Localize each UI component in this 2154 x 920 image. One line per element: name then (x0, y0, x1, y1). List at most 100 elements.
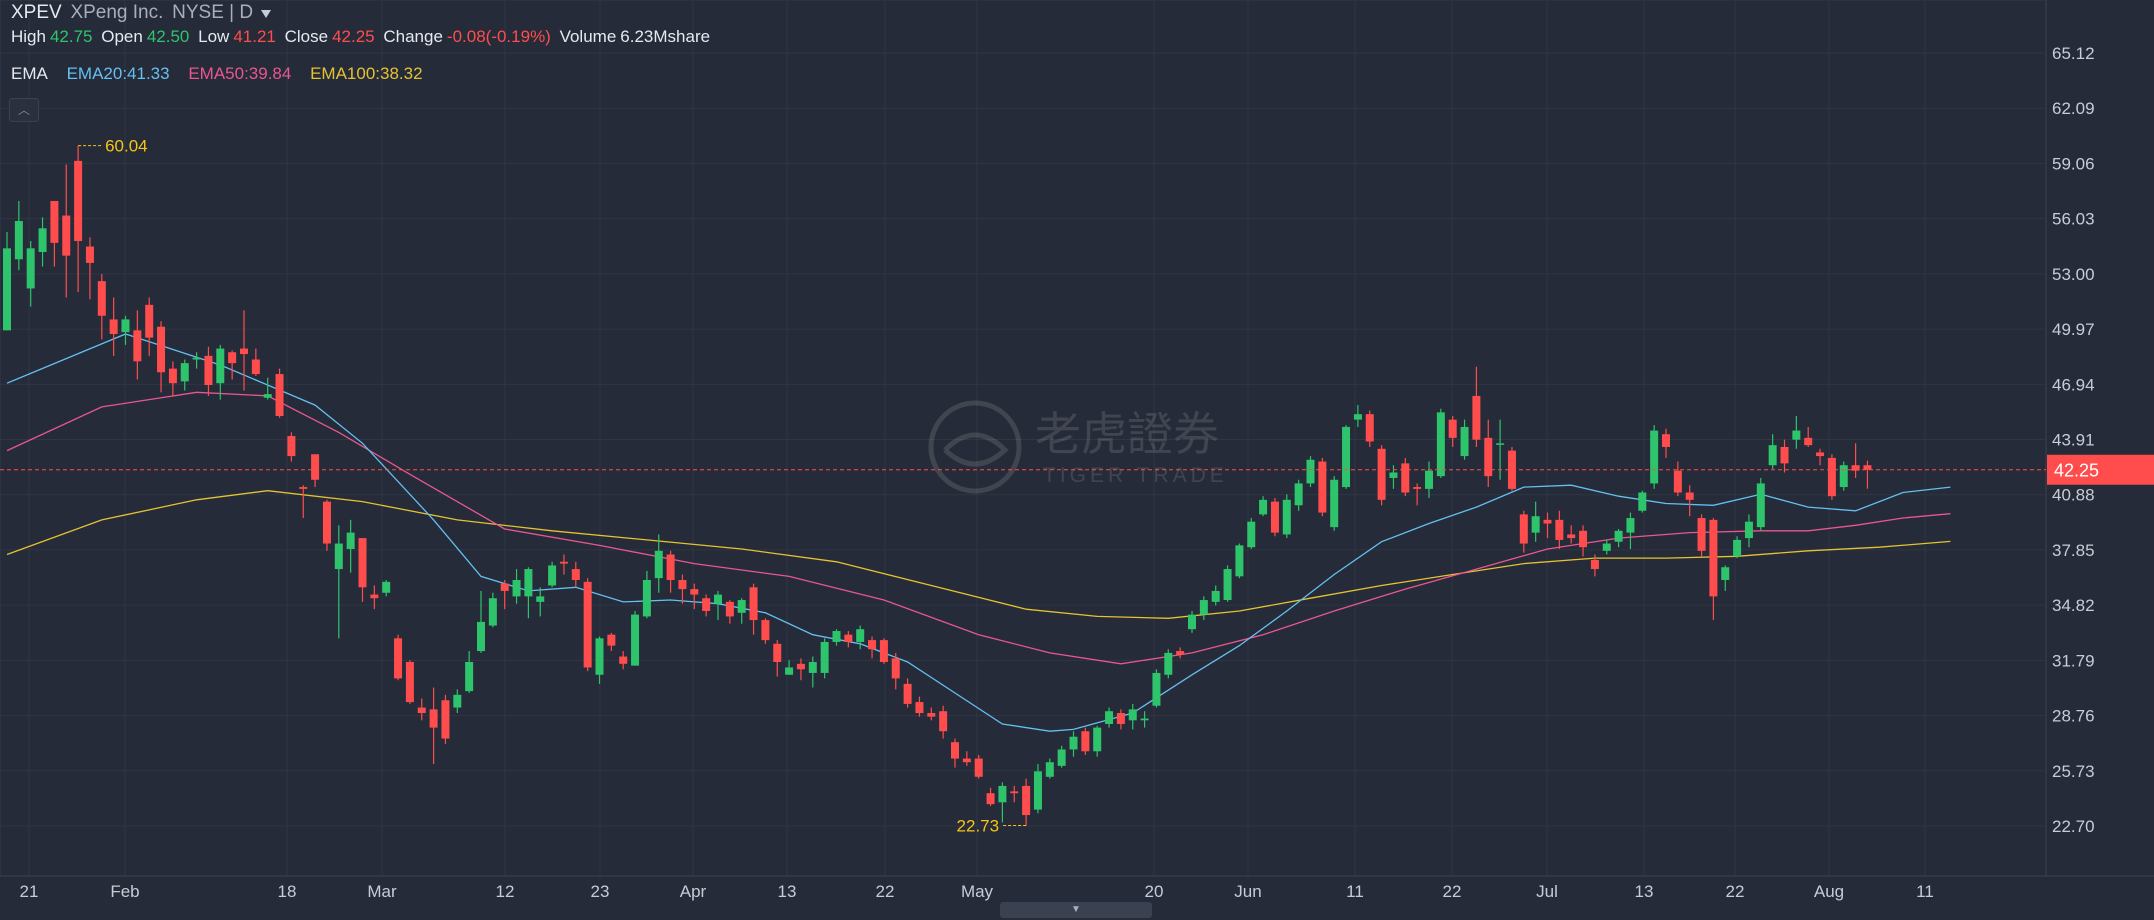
candle-down (322, 501, 331, 544)
y-tick-label: 53.00 (2052, 265, 2095, 284)
candle-down (1851, 465, 1860, 471)
candle-up (642, 579, 651, 617)
candle-up (382, 581, 391, 593)
company-name: XPeng Inc. (70, 2, 164, 23)
low-label: Low (198, 27, 230, 46)
candle-up (1259, 499, 1268, 515)
candle-down (702, 598, 711, 611)
candle-up (820, 641, 829, 673)
x-tick-label: 22 (1443, 882, 1462, 901)
change-value: -0.08(-0.19%) (446, 27, 551, 46)
ema20-line (6, 333, 1951, 732)
candle-down (1365, 414, 1374, 442)
chevron-down-icon[interactable] (261, 9, 272, 18)
candle-down (1567, 534, 1576, 539)
candle-up (1744, 521, 1753, 539)
candle-down (1543, 519, 1552, 524)
x-tick-label: 22 (1726, 882, 1745, 901)
candle-down (1377, 448, 1386, 500)
plot-area (0, 0, 2047, 877)
candle-up (808, 661, 817, 673)
candle-down (915, 702, 924, 714)
candle-down (74, 160, 83, 242)
exchange-interval[interactable]: NYSE | D (172, 2, 254, 23)
x-tick-label: 12 (496, 882, 515, 901)
candle-down (761, 620, 770, 641)
candle-down (583, 581, 592, 668)
quote-header: XPEV XPeng Inc. NYSE | D (11, 2, 275, 24)
candle-down (1780, 446, 1789, 464)
x-tick-label: 23 (591, 882, 610, 901)
candle-up (536, 596, 545, 602)
candle-down (1519, 514, 1528, 544)
timeline-scroll-handle[interactable]: ▼ (1000, 902, 1152, 918)
candle-up (1650, 430, 1659, 484)
candle-down (1401, 463, 1410, 493)
candle-down (939, 711, 948, 732)
candle-up (1721, 567, 1730, 580)
candle-up (998, 785, 1007, 803)
candle-down (951, 742, 959, 759)
candle-down (145, 304, 154, 338)
change-label: Change (383, 27, 443, 46)
candle-up (1045, 762, 1054, 777)
candle-down (666, 554, 675, 580)
candle-up (1140, 718, 1149, 721)
candle-down (1176, 651, 1185, 655)
candle-up (1839, 465, 1848, 488)
last-price-label: 42.25 (2054, 461, 2099, 481)
candle-up (595, 638, 604, 675)
candle-down (678, 579, 687, 590)
low-annotation: 22.73 (957, 816, 1000, 835)
candle-up (1496, 443, 1505, 445)
high-value: 42.75 (49, 27, 93, 46)
candle-up (832, 631, 841, 642)
candle-down (796, 663, 805, 670)
candle-down (62, 215, 71, 256)
open-label: Open (101, 27, 143, 46)
candle-down (1673, 470, 1682, 493)
candle-down (240, 348, 248, 355)
x-tick-label: Apr (680, 882, 707, 901)
candle-down (1590, 559, 1599, 570)
candle-down (370, 594, 379, 599)
y-tick-label: 59.06 (2052, 154, 2095, 173)
candle-down (1863, 465, 1872, 470)
candle-up (785, 667, 794, 675)
candle-up (38, 228, 47, 252)
candle-up (1223, 569, 1232, 601)
candle-down (1816, 452, 1825, 457)
collapse-indicator-button[interactable]: ︿ (9, 98, 39, 122)
candle-up (1128, 709, 1137, 721)
candle-up (1389, 472, 1398, 478)
candle-down (1022, 785, 1031, 816)
candle-up (1792, 430, 1801, 440)
y-tick-label: 40.88 (2052, 486, 2095, 505)
watermark-logo-icon (928, 400, 1022, 494)
ema50-line (6, 391, 1951, 665)
candle-down (1116, 713, 1125, 724)
y-tick-label: 28.76 (2052, 707, 2095, 726)
watermark: 老虎證券 TIGER TRADE (928, 400, 1228, 494)
candle-down (1507, 450, 1516, 489)
candle-down (429, 709, 438, 728)
watermark-logo-mark (943, 432, 1009, 467)
candle-up (654, 550, 663, 579)
candle-down (725, 601, 734, 617)
candle-up (1436, 412, 1445, 477)
candle-up (1626, 518, 1635, 533)
candle-up (1033, 771, 1042, 810)
candle-up (488, 598, 497, 626)
ema-title[interactable]: EMA (11, 64, 48, 83)
candle-up (1247, 521, 1256, 548)
candle-down (927, 713, 936, 717)
candle-down (1472, 395, 1481, 440)
candle-up (1235, 545, 1244, 577)
candle-up (1768, 445, 1777, 466)
watermark-en: TIGER TRADE (1043, 464, 1228, 487)
candle-up (465, 661, 474, 692)
candle-up (1306, 459, 1315, 484)
candle-down (1318, 461, 1327, 513)
ema20-legend: EMA20:41.33 (66, 64, 170, 83)
